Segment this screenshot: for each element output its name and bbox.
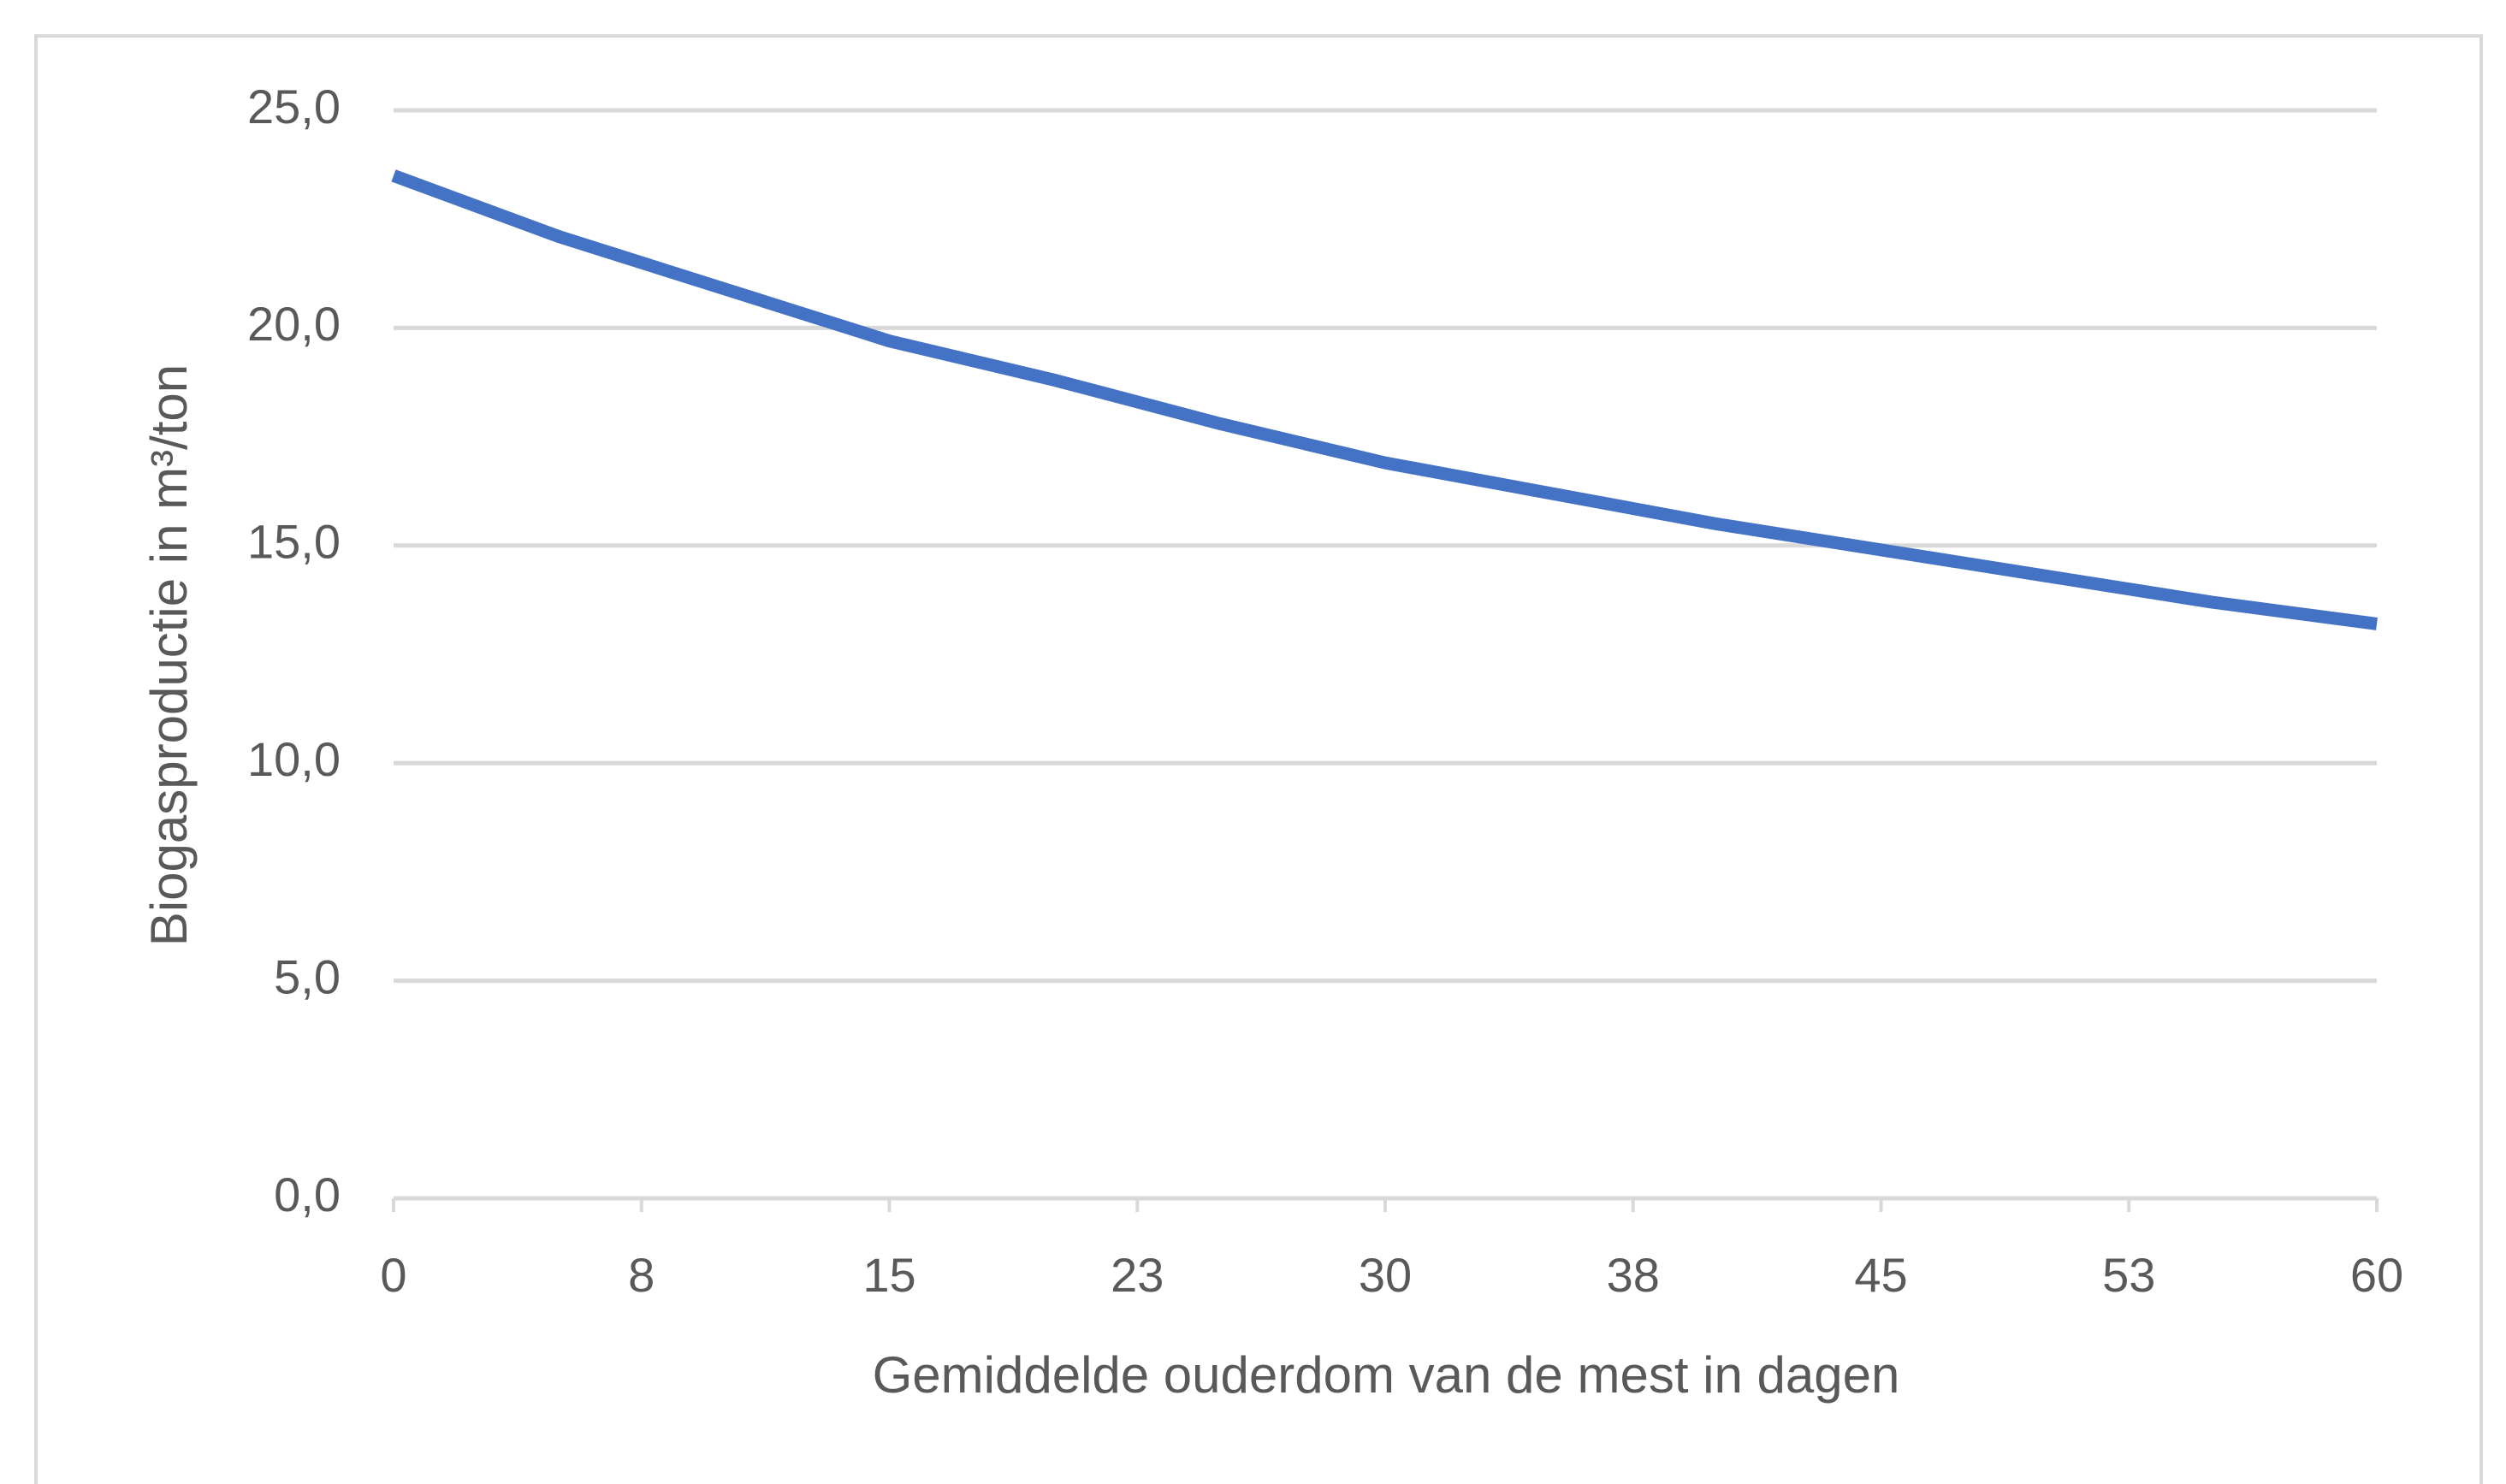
x-tick-label: 38 (1607, 1248, 1660, 1302)
y-tick-label: 5,0 (274, 949, 341, 1003)
y-axis-title: Biogasproductie in m³/ton (140, 364, 198, 946)
x-tick-label: 45 (1854, 1248, 1907, 1302)
x-tick-label: 60 (2350, 1248, 2403, 1302)
x-tick-label: 15 (862, 1248, 915, 1302)
y-tick-label: 25,0 (247, 80, 341, 133)
chart-border (34, 34, 2483, 1484)
y-tick-label: 20,0 (247, 297, 341, 351)
x-tick-label: 30 (1359, 1248, 1412, 1302)
x-tick-label: 53 (2102, 1248, 2155, 1302)
x-tick-label: 23 (1111, 1248, 1164, 1302)
y-tick-label: 0,0 (274, 1168, 341, 1221)
y-tick-label: 10,0 (247, 732, 341, 786)
x-tick-label: 0 (380, 1248, 406, 1302)
data-line (391, 169, 2378, 630)
y-tick-label: 15,0 (247, 515, 341, 569)
x-tick-label: 8 (628, 1248, 655, 1302)
x-axis-title: Gemiddelde ouderdom van de mest in dagen (873, 1346, 1900, 1404)
